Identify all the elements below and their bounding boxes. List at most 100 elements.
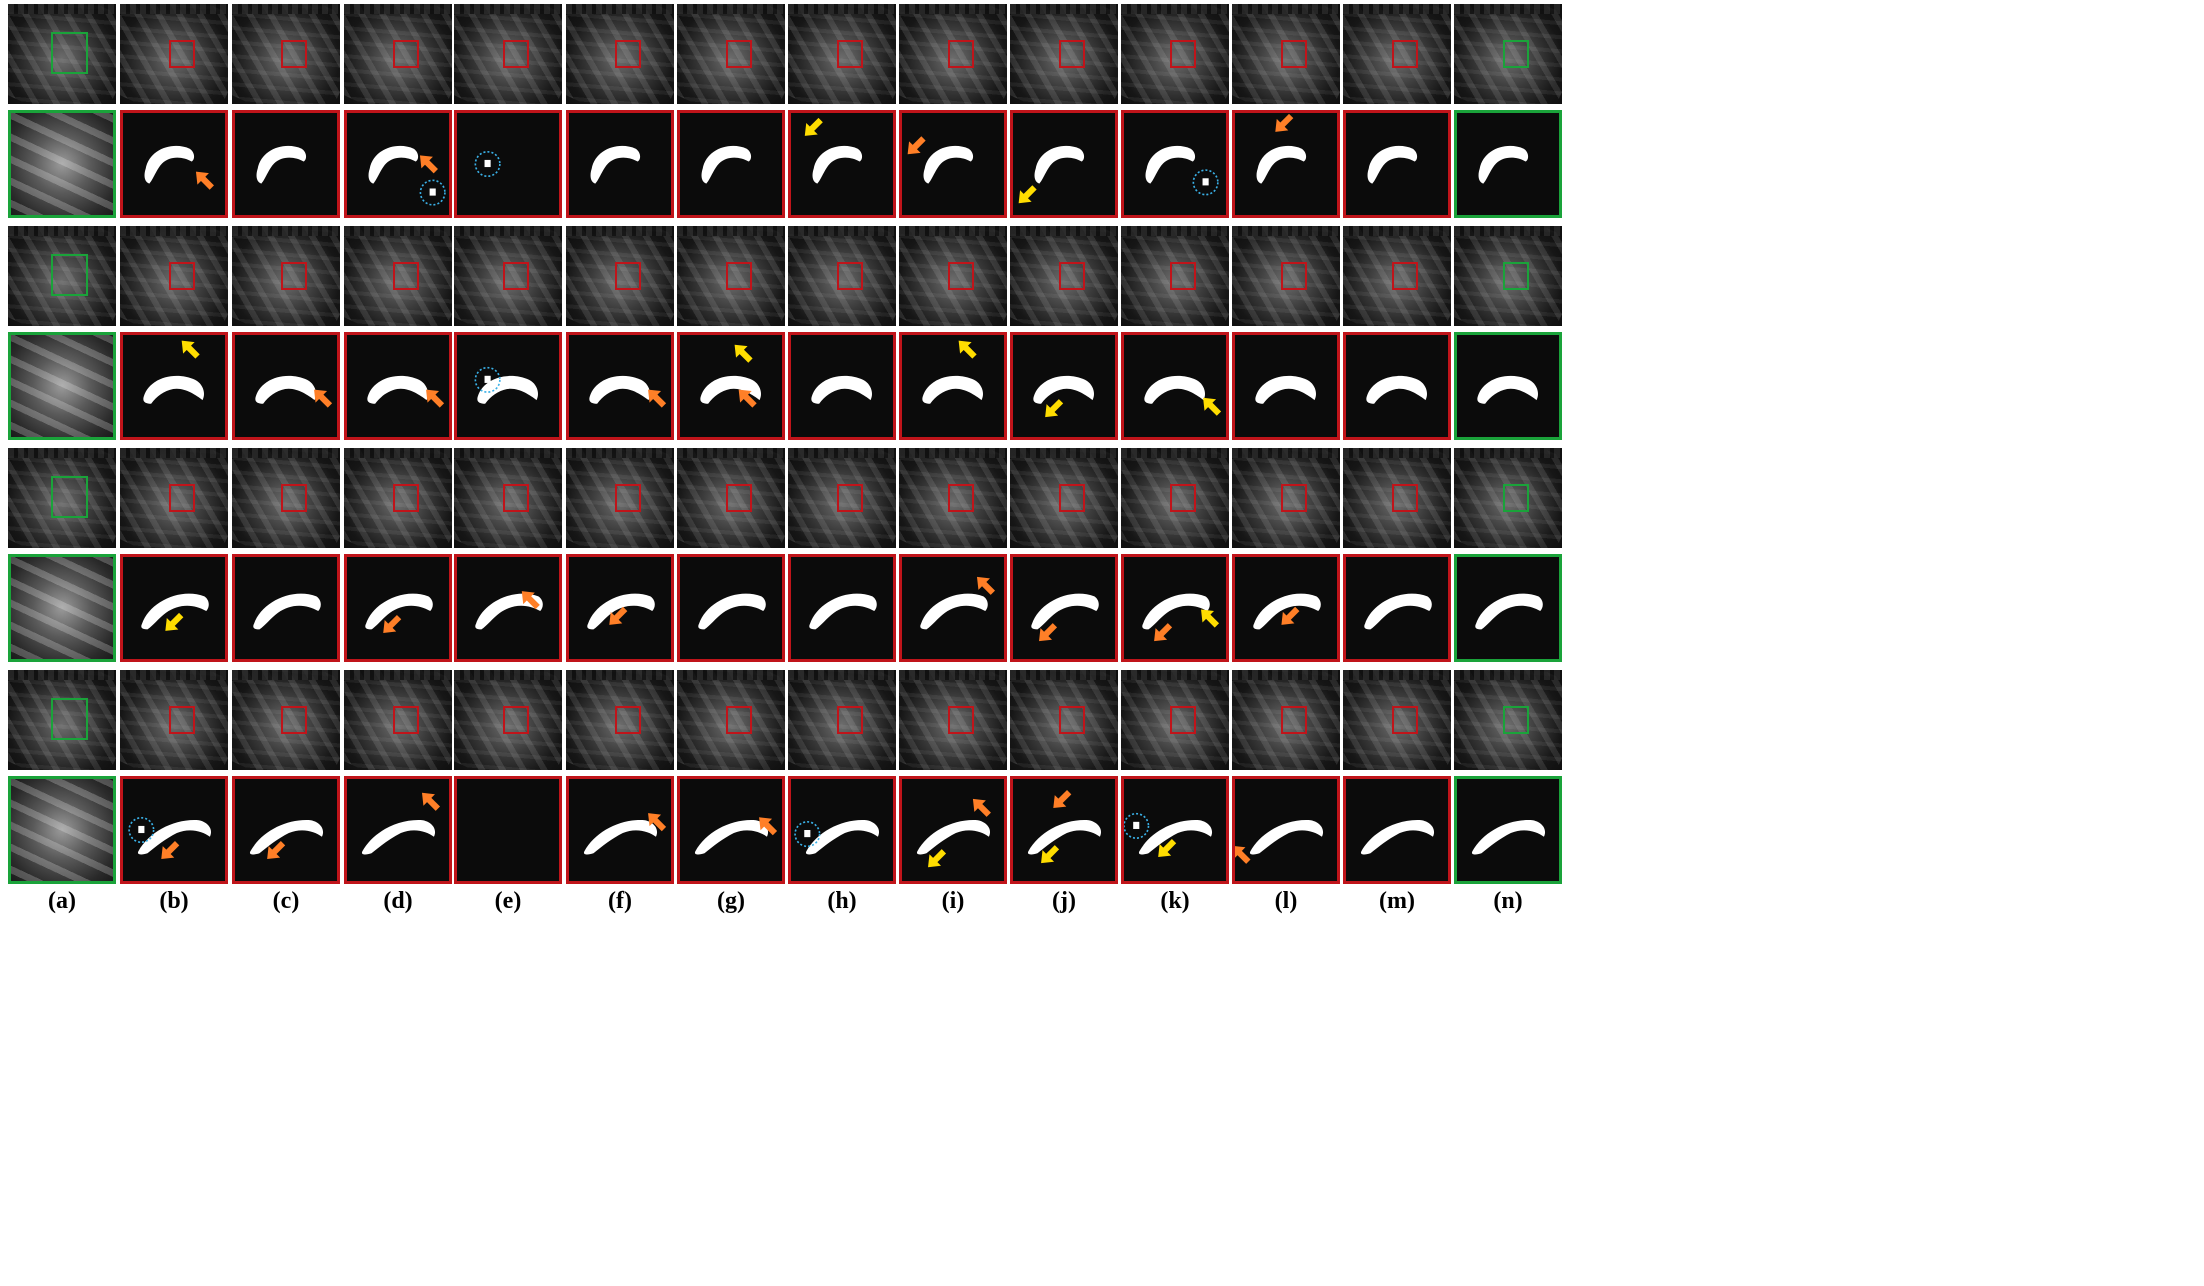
false-positive-blob <box>484 159 491 168</box>
ultrasound-thumbnail-r1-c6 <box>566 4 674 104</box>
segmentation-mask-r4-c13 <box>1343 776 1451 884</box>
mask-canvas <box>1018 145 1085 204</box>
zoomed-roi-r3 <box>8 554 116 662</box>
segmented-structure <box>253 593 321 630</box>
scanner-header-strip <box>788 448 896 458</box>
yellow-arrow-annotation <box>1203 397 1222 416</box>
segmented-structure <box>1478 145 1529 184</box>
false-positive-blob <box>804 830 811 838</box>
ultrasound-thumbnail-r4-c14 <box>1454 670 1562 770</box>
ultrasound-thumbnail-r4-c12 <box>1232 670 1340 770</box>
segmentation-mask-r1-c3 <box>232 110 340 218</box>
segmented-structure <box>1027 820 1102 855</box>
mask-canvas <box>1144 375 1222 416</box>
roi-box-red <box>1391 40 1418 68</box>
ultrasound-thumbnail-r2-c2 <box>120 226 228 326</box>
scanner-header-strip <box>566 670 674 680</box>
column-label-2: (b) <box>159 888 189 914</box>
scanner-header-strip <box>1232 226 1340 236</box>
segmented-structure <box>701 145 752 184</box>
segmentation-mask-r3-c2 <box>120 554 228 662</box>
roi-box-red <box>1169 262 1196 290</box>
orange-arrow-annotation <box>314 389 333 408</box>
scanner-header-strip <box>344 4 452 14</box>
mask-canvas <box>809 593 877 630</box>
segmentation-mask-r2-c7 <box>677 332 785 440</box>
segmented-structure <box>1360 820 1435 855</box>
mask-canvas <box>128 816 212 860</box>
segmentation-mask-r3-c12 <box>1232 554 1340 662</box>
segmented-structure <box>1033 375 1095 404</box>
roi-box-green <box>51 254 88 296</box>
mask-canvas <box>253 593 321 630</box>
roi-box-red <box>1391 262 1418 290</box>
roi-box-green <box>51 32 88 74</box>
segmentation-mask-r1-c11 <box>1121 110 1229 218</box>
ultrasound-thumbnail-r4-c13 <box>1343 670 1451 770</box>
roi-box-red <box>1169 40 1196 68</box>
column-label-4: (d) <box>383 888 413 914</box>
segmented-structure <box>137 820 212 855</box>
orange-arrow-annotation <box>759 817 778 836</box>
mask-canvas <box>1475 593 1543 630</box>
ultrasound-thumbnail-r1-c7 <box>677 4 785 104</box>
segmented-structure <box>367 375 429 404</box>
orange-arrow-annotation <box>907 136 926 155</box>
segmented-structure <box>1256 145 1307 184</box>
scanner-header-strip <box>1232 670 1340 680</box>
mask-canvas <box>583 813 667 855</box>
roi-box-red <box>168 40 195 68</box>
segmentation-mask-r2-c13 <box>1343 332 1451 440</box>
segmented-structure <box>583 820 658 855</box>
segmented-structure <box>805 820 880 855</box>
orange-arrow-annotation <box>419 155 438 174</box>
ultrasound-thumbnail-r1-c13 <box>1343 4 1451 104</box>
yellow-arrow-annotation <box>928 849 947 868</box>
orange-arrow-annotation <box>267 841 286 860</box>
segmentation-mask-r2-c8 <box>788 332 896 440</box>
segmented-structure <box>923 145 974 184</box>
orange-arrow-annotation <box>161 841 180 860</box>
orange-arrow-annotation <box>1275 113 1294 132</box>
ultrasound-thumbnail-r3-c13 <box>1343 448 1451 548</box>
ultrasound-thumbnail-r1-c10 <box>1010 4 1118 104</box>
column-label-14: (n) <box>1493 888 1523 914</box>
orange-arrow-annotation <box>1039 623 1058 642</box>
segmentation-mask-r1-c7 <box>677 110 785 218</box>
segmented-structure <box>1367 145 1418 184</box>
ultrasound-thumbnail-r3-c2 <box>120 448 228 548</box>
segmented-structure <box>812 145 863 184</box>
segmented-structure <box>1366 375 1428 404</box>
roi-box-red <box>392 484 419 512</box>
mask-canvas <box>361 792 441 855</box>
roi-box-red <box>1391 484 1418 512</box>
orange-arrow-annotation <box>972 798 991 817</box>
segmentation-mask-r4-c8 <box>788 776 896 884</box>
column-label-6: (f) <box>608 888 632 914</box>
ultrasound-thumbnail-r4-c6 <box>566 670 674 770</box>
segmentation-mask-r1-c9 <box>899 110 1007 218</box>
segmented-structure <box>590 145 641 184</box>
roi-box-red <box>502 484 529 512</box>
scanner-header-strip <box>120 226 228 236</box>
segmented-structure <box>475 593 543 630</box>
fp-circle-annotation <box>128 816 155 844</box>
segmentation-mask-r1-c10 <box>1010 110 1118 218</box>
segmentation-mask-r3-c10 <box>1010 554 1118 662</box>
segmented-structure <box>698 593 766 630</box>
ultrasound-thumbnail-r3-c12 <box>1232 448 1340 548</box>
roi-box-red <box>614 40 641 68</box>
ultrasound-thumbnail-r2-c12 <box>1232 226 1340 326</box>
segmented-structure <box>1249 820 1324 855</box>
zoomed-roi-r1 <box>8 110 116 218</box>
roi-box-red <box>947 484 974 512</box>
column-label-5: (e) <box>494 888 522 914</box>
mask-canvas <box>141 593 209 631</box>
yellow-arrow-annotation <box>734 344 753 363</box>
orange-arrow-annotation <box>1235 845 1251 864</box>
segmented-structure <box>361 820 436 855</box>
scanner-header-strip <box>232 4 340 14</box>
mask-canvas <box>1124 812 1213 858</box>
scanner-header-strip <box>677 670 785 680</box>
scanner-header-strip <box>1454 226 1562 236</box>
